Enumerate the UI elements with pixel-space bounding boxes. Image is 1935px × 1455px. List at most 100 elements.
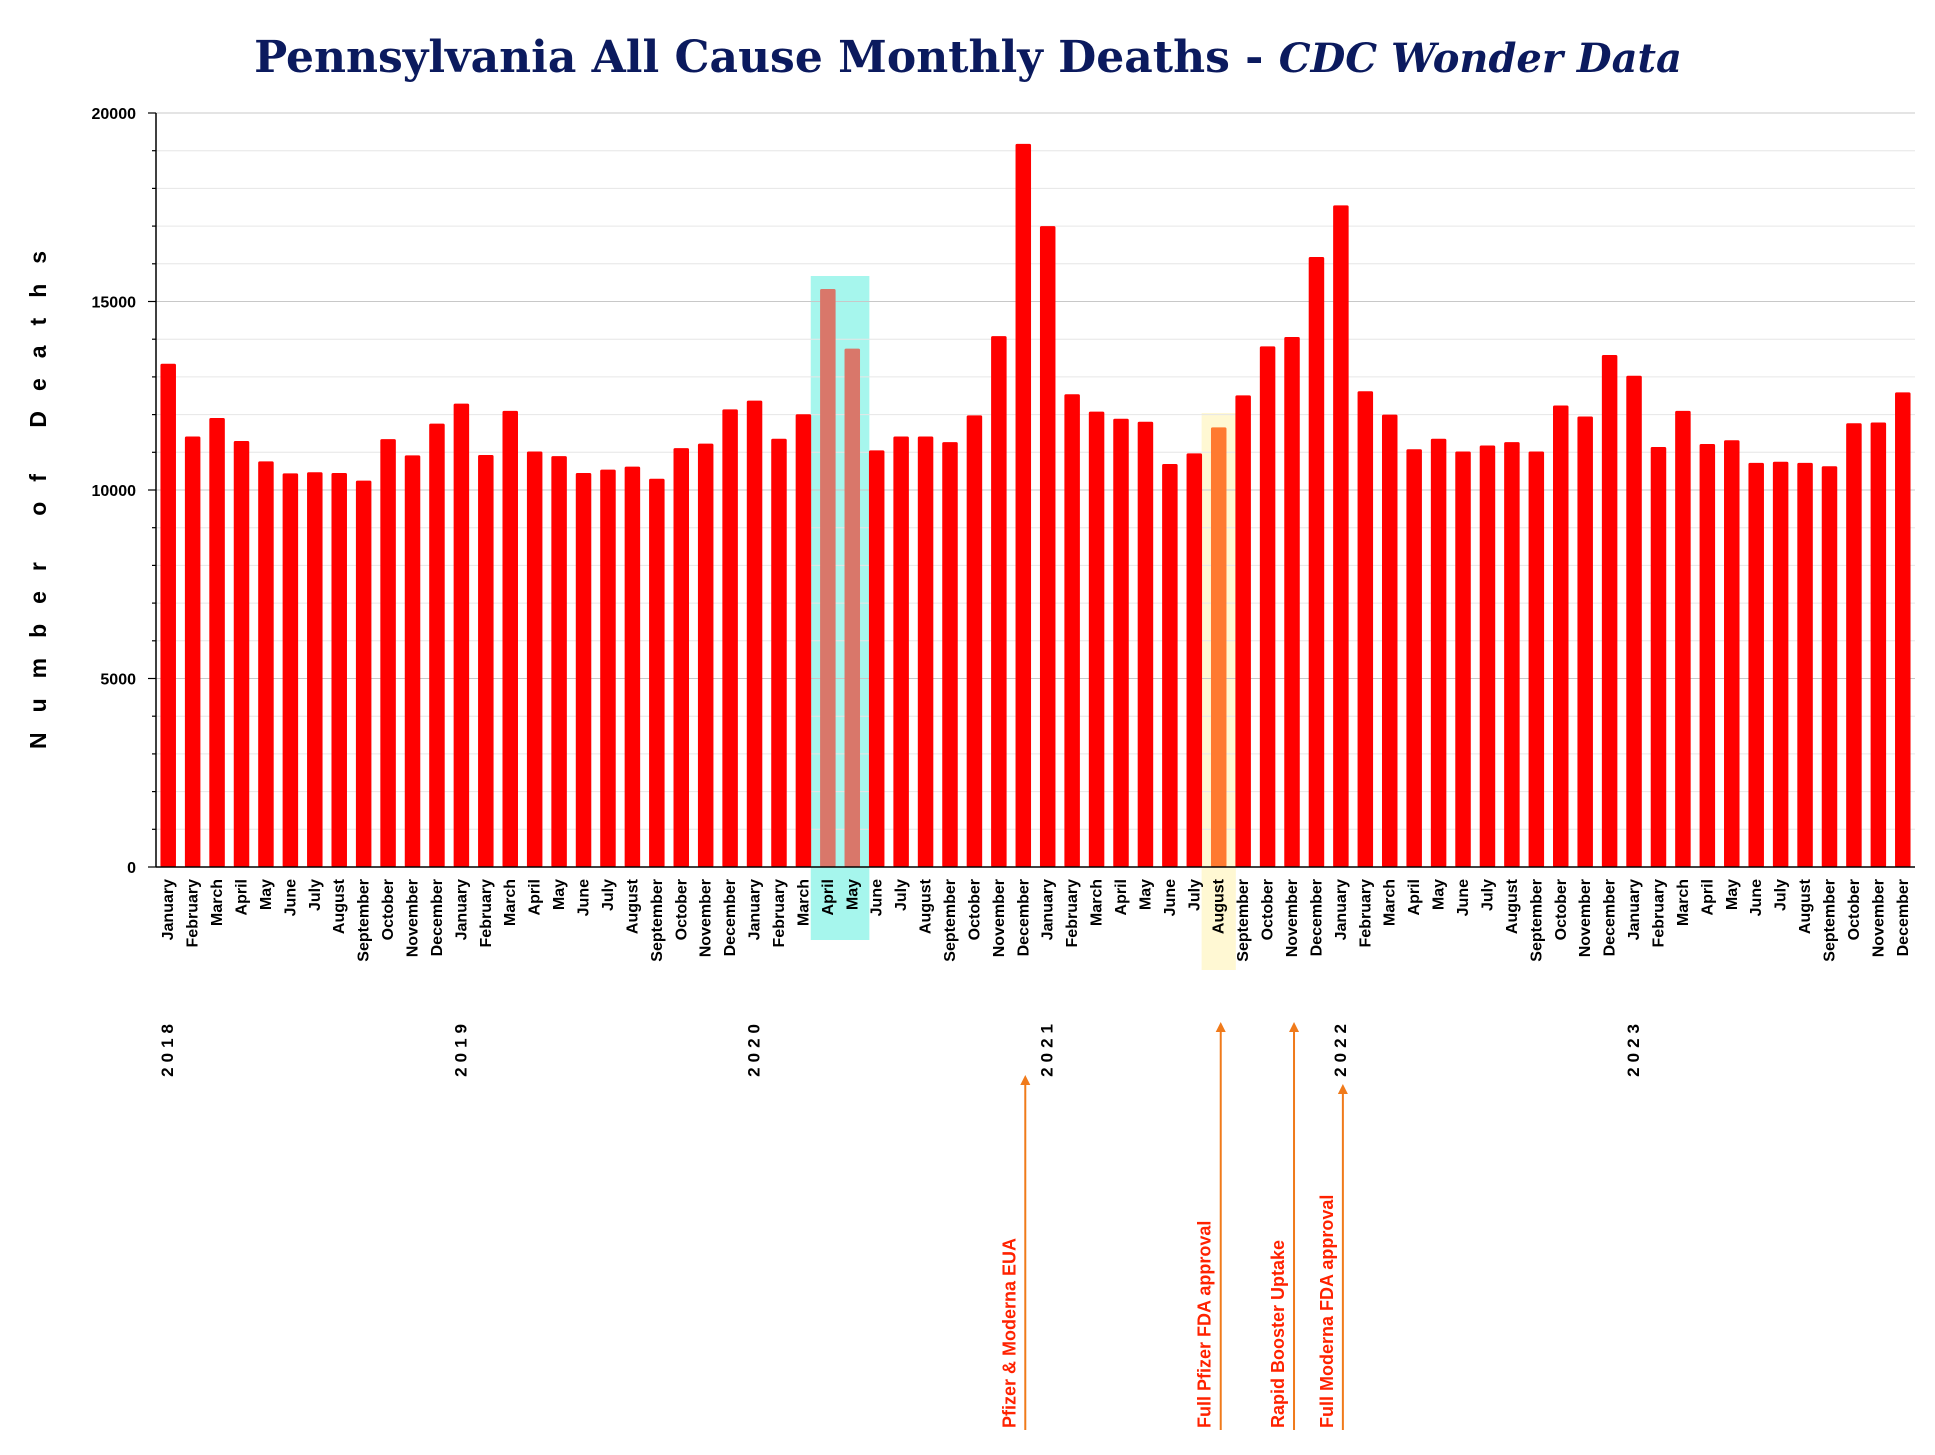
x-tick-label: May bbox=[1431, 879, 1448, 910]
bar bbox=[1162, 463, 1178, 867]
x-tick-label: September bbox=[1528, 879, 1545, 962]
bar bbox=[1357, 391, 1374, 867]
x-tick-label: May bbox=[1724, 879, 1741, 910]
y-tick-label: 0 bbox=[127, 860, 136, 877]
x-tick-label: January bbox=[747, 879, 764, 940]
bar bbox=[551, 456, 567, 867]
bar bbox=[233, 440, 250, 867]
bar bbox=[282, 473, 299, 867]
x-tick-label: November bbox=[1284, 879, 1301, 957]
bar bbox=[1479, 445, 1496, 867]
bar bbox=[331, 473, 347, 867]
x-tick-label: March bbox=[1089, 879, 1106, 926]
bar bbox=[355, 480, 372, 867]
x-tick-label: May bbox=[551, 879, 568, 910]
x-tick-label: October bbox=[380, 879, 397, 940]
bar bbox=[673, 448, 690, 867]
y-tick-label: 10000 bbox=[92, 483, 137, 500]
bar-layer bbox=[160, 143, 1911, 868]
bar bbox=[404, 455, 421, 867]
x-tick-label: October bbox=[966, 879, 983, 940]
bar bbox=[600, 469, 616, 867]
bar bbox=[307, 472, 323, 867]
x-tick-label: October bbox=[1846, 879, 1863, 940]
x-tick-label: May bbox=[1137, 879, 1154, 910]
x-tick-label: December bbox=[429, 879, 446, 956]
bar bbox=[868, 450, 885, 867]
x-tick-label: June bbox=[282, 879, 299, 916]
x-tick-label: June bbox=[1748, 879, 1765, 916]
bar bbox=[1895, 392, 1911, 867]
x-tick-label: May bbox=[844, 879, 861, 910]
bar bbox=[1846, 423, 1862, 867]
bar bbox=[1724, 440, 1740, 867]
bar bbox=[820, 289, 836, 868]
bar bbox=[991, 336, 1007, 868]
x-tick-label: November bbox=[1870, 879, 1887, 957]
x-tick-label: February bbox=[1650, 879, 1667, 948]
bar bbox=[1821, 466, 1838, 867]
bar bbox=[160, 363, 176, 867]
bar bbox=[697, 443, 714, 867]
bar bbox=[380, 439, 396, 867]
x-tick-label: June bbox=[576, 879, 593, 916]
bar bbox=[1797, 462, 1813, 867]
bar bbox=[1650, 447, 1667, 867]
bar bbox=[1039, 226, 1056, 868]
bar bbox=[1504, 442, 1520, 867]
x-tick-label: October bbox=[1553, 879, 1570, 940]
x-tick-label: December bbox=[1015, 879, 1032, 956]
x-tick-label: November bbox=[991, 879, 1008, 957]
x-tick-label: March bbox=[1382, 879, 1399, 926]
bar bbox=[1577, 416, 1593, 867]
annotation-layer: Pfizer & Moderna EUA Full Pfizer FDA appr… bbox=[999, 1022, 1348, 1430]
annotation-arrowhead bbox=[1020, 1075, 1031, 1085]
x-tick-label: January bbox=[1040, 879, 1057, 940]
x-tick-label: August bbox=[1504, 878, 1521, 934]
x-tick-label: December bbox=[722, 879, 739, 956]
annotation-label: Rapid Booster Uptake bbox=[1268, 1240, 1288, 1428]
bar bbox=[1699, 444, 1716, 867]
bar bbox=[1308, 257, 1325, 867]
bar bbox=[1015, 143, 1032, 867]
bar bbox=[575, 473, 592, 867]
bar bbox=[1064, 394, 1080, 867]
x-tick-label: July bbox=[600, 879, 617, 911]
bar bbox=[1406, 449, 1422, 867]
annotation-label: Pfizer & Moderna EUA bbox=[999, 1238, 1019, 1428]
x-tick-label: September bbox=[1821, 879, 1838, 962]
y-tick-label: 15000 bbox=[92, 295, 137, 312]
bar bbox=[1772, 461, 1789, 867]
x-tick-label: September bbox=[942, 879, 959, 962]
x-tick-label: June bbox=[1455, 879, 1472, 916]
x-tick-label: March bbox=[1675, 879, 1692, 926]
year-label: 2018 bbox=[158, 1019, 177, 1077]
x-tick-label: August bbox=[1797, 878, 1814, 934]
bar bbox=[429, 423, 445, 867]
x-tick-label: January bbox=[453, 879, 470, 940]
x-tick-label: April bbox=[1113, 879, 1130, 915]
x-tick-label: December bbox=[1602, 879, 1619, 956]
bar bbox=[649, 478, 665, 867]
bar bbox=[624, 466, 641, 867]
x-tick-label: April bbox=[234, 879, 251, 915]
chart-subtitle: CDC Wonder Data bbox=[1279, 35, 1682, 82]
x-tick-label: August bbox=[1211, 878, 1228, 934]
bar bbox=[1626, 375, 1642, 867]
x-tick-label: November bbox=[1577, 879, 1594, 957]
annotation-label: Full Pfizer FDA approval bbox=[1195, 1221, 1215, 1428]
bar bbox=[258, 461, 274, 867]
bar bbox=[1675, 410, 1691, 867]
bar bbox=[1113, 418, 1129, 867]
bar bbox=[1137, 421, 1154, 867]
chart-title: Pennsylvania All Cause Monthly Deaths - … bbox=[254, 32, 1682, 83]
x-tick-label: September bbox=[649, 879, 666, 962]
x-tick-label: July bbox=[1479, 879, 1496, 911]
bar bbox=[1333, 205, 1349, 868]
bar bbox=[1210, 427, 1227, 867]
bar bbox=[1870, 422, 1887, 867]
x-tick-label: January bbox=[1333, 879, 1350, 940]
bar bbox=[526, 451, 543, 867]
bar bbox=[453, 403, 470, 867]
x-tick-label: April bbox=[820, 879, 837, 915]
